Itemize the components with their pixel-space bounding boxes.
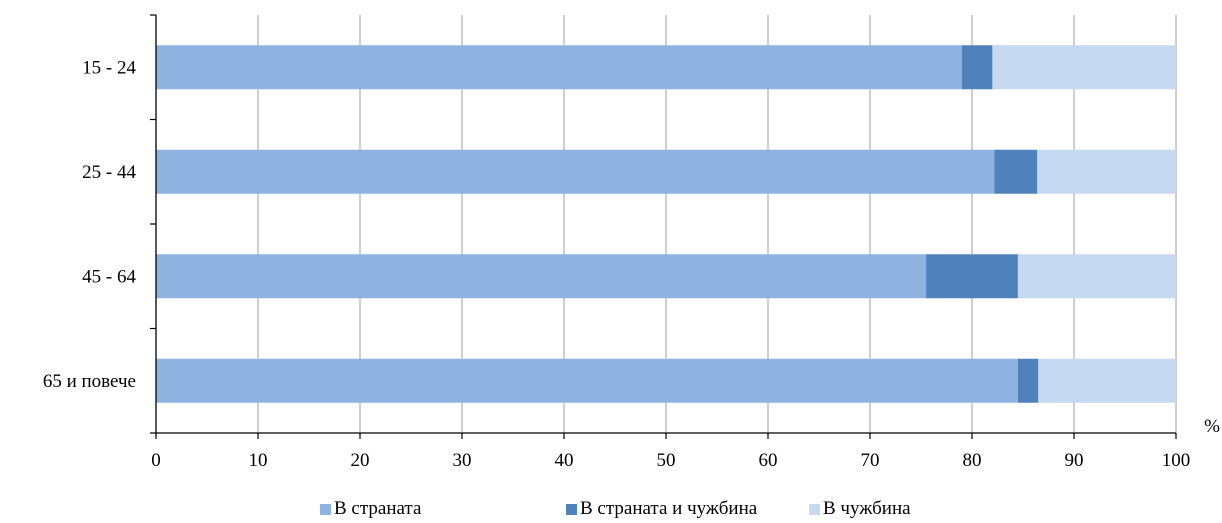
unit-label: % bbox=[1204, 416, 1220, 437]
bar-segment bbox=[1038, 358, 1176, 403]
legend-label-domestic: В страната bbox=[334, 498, 422, 519]
y-category-label: 45 - 64 bbox=[82, 266, 136, 287]
legend-label-abroad: В чужбина bbox=[823, 498, 911, 519]
legend-label-domestic-and-abroad: В страната и чужбина bbox=[580, 498, 758, 519]
x-tick-label: 30 bbox=[453, 450, 472, 471]
bar-segment bbox=[961, 45, 993, 90]
x-tick-label: 40 bbox=[555, 450, 574, 471]
y-axis-labels: 15 - 24 25 - 44 45 - 64 65 и повече bbox=[43, 57, 137, 392]
x-tick-label: 10 bbox=[249, 450, 268, 471]
x-tick-label: 100 bbox=[1162, 450, 1191, 471]
x-tick-label: 80 bbox=[963, 450, 982, 471]
y-category-label: 15 - 24 bbox=[82, 57, 136, 78]
bar-segment bbox=[156, 149, 995, 194]
bar-segment bbox=[156, 358, 1018, 403]
x-tick-label: 70 bbox=[861, 450, 880, 471]
legend-swatch-domestic bbox=[320, 503, 331, 515]
bars bbox=[156, 45, 1176, 403]
bar-segment bbox=[994, 149, 1038, 194]
bar-segment bbox=[1037, 149, 1176, 194]
bar-segment bbox=[156, 254, 927, 299]
bar-segment bbox=[1017, 358, 1039, 403]
legend-item-domestic-and-abroad: В страната и чужбина bbox=[566, 498, 757, 520]
chart: 15 - 24 25 - 44 45 - 64 65 и повече 0 10 20 30… bbox=[43, 14, 1220, 471]
axes bbox=[150, 14, 1177, 439]
legend-swatch-domestic-and-abroad bbox=[566, 503, 577, 515]
bar-segment bbox=[992, 45, 1176, 90]
bar-segment bbox=[926, 254, 1018, 299]
x-tick-label: 50 bbox=[657, 450, 676, 471]
bar-segment bbox=[1017, 254, 1176, 299]
legend-item-domestic: В страната bbox=[320, 498, 421, 520]
x-axis-labels: 0 10 20 30 40 50 60 70 80 90 100 bbox=[151, 450, 1190, 471]
legend-item-abroad: В чужбина bbox=[809, 498, 911, 520]
bar-segment bbox=[156, 45, 962, 90]
x-tick-label: 60 bbox=[759, 450, 778, 471]
y-category-label: 25 - 44 bbox=[82, 162, 136, 183]
x-tick-label: 90 bbox=[1065, 450, 1084, 471]
legend-swatch-abroad bbox=[809, 503, 820, 515]
x-tick-label: 20 bbox=[351, 450, 370, 471]
legend: В страната В страната и чужбина В чужбин… bbox=[0, 496, 1222, 523]
y-category-label: 65 и повече bbox=[43, 371, 136, 392]
x-tick-label: 0 bbox=[151, 450, 161, 471]
